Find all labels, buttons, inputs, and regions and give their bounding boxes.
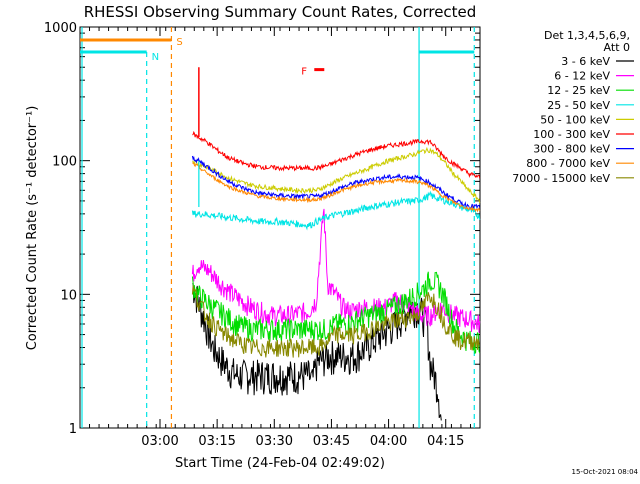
y-tick-label: 10 — [60, 288, 77, 303]
night-label: N — [152, 52, 159, 63]
series-line-7 — [192, 162, 481, 213]
series-line-8 — [191, 285, 481, 358]
legend-label-1: 6 - 12 keV — [554, 70, 610, 83]
legend-label-4: 50 - 100 keV — [540, 113, 610, 126]
x-tick-label: 03:30 — [256, 434, 293, 449]
series-line-2 — [191, 271, 481, 355]
series-line-6 — [191, 155, 481, 210]
series-line-1 — [191, 208, 481, 333]
plot-layer: 1 10 100 1000 03:00 03:15 03:30 03:45 04:00 04:15… — [44, 21, 634, 449]
chart-title: RHESSI Observing Summary Count Rates, Co… — [84, 3, 477, 21]
series-line-5 — [192, 130, 481, 179]
x-axis-label: Start Time (24-Feb-04 02:49:02) — [175, 456, 385, 471]
x-tick-label: 03:45 — [313, 434, 350, 449]
legend-label-3: 25 - 50 keV — [547, 99, 610, 112]
flare-label: F — [301, 67, 307, 78]
series-line-4 — [192, 146, 481, 203]
y-tick-label: 100 — [52, 155, 77, 170]
legend-title-line-2: Att 0 — [604, 41, 630, 54]
series-line-0 — [192, 282, 442, 421]
x-tick-label: 03:00 — [141, 434, 178, 449]
legend-label-2: 12 - 25 keV — [547, 84, 610, 97]
footer-date: 15-Oct-2021 08:04 — [572, 468, 639, 476]
x-tick-label: 04:15 — [427, 434, 464, 449]
legend-label-5: 100 - 300 keV — [533, 128, 610, 141]
y-axis-label: Corrected Count Rate (s⁻¹ detector⁻¹) — [25, 106, 40, 351]
y-tick-label: 1 — [69, 422, 77, 437]
x-tick-label: 03:15 — [198, 434, 235, 449]
y-tick-label: 1000 — [44, 21, 77, 36]
legend-title-line-1: Det 1,3,4,5,6,9, — [544, 29, 630, 42]
legend-label-6: 300 - 800 keV — [533, 143, 610, 156]
saa-label: S — [176, 37, 182, 48]
legend-label-0: 3 - 6 keV — [561, 55, 610, 68]
x-tick-label: 04:00 — [370, 434, 407, 449]
legend-label-8: 7000 - 15000 keV — [512, 172, 610, 185]
legend-label-7: 800 - 7000 keV — [526, 157, 610, 170]
series-line-3 — [191, 190, 481, 231]
